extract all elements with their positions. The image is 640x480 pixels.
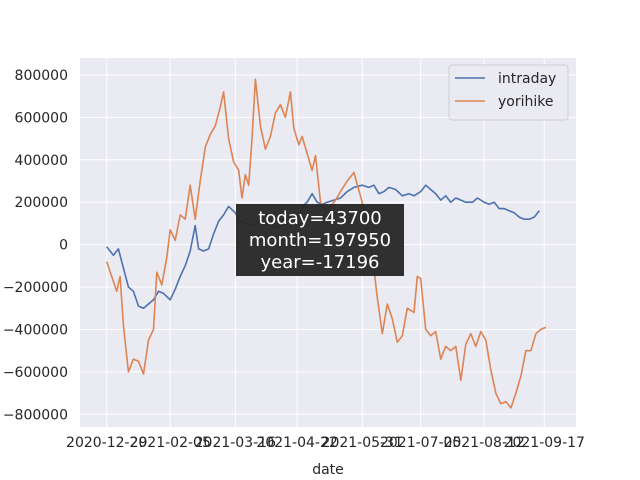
annotation-today: today=43700 — [258, 208, 382, 229]
x-tick-label: 2021-04-22 — [256, 435, 337, 451]
legend: intraday yorihike — [448, 64, 569, 121]
y-axis: −800000 −600000 −400000 −200000 0 200000 40000… — [3, 68, 68, 423]
y-tick-label: 0 — [59, 238, 68, 254]
y-tick-label: 400000 — [15, 153, 68, 169]
y-tick-label: −400000 — [3, 322, 68, 338]
annotation-month: month=197950 — [249, 230, 391, 251]
y-tick-label: −200000 — [3, 280, 68, 296]
x-tick-label: 2021-02-05 — [129, 435, 210, 451]
y-tick-label: −600000 — [3, 365, 68, 381]
x-axis: 2020-12-292021-02-052021-03-162021-04-22… — [66, 435, 585, 451]
x-tick-label: 2021-03-16 — [195, 435, 276, 451]
x-axis-label: date — [312, 462, 344, 478]
grid — [80, 58, 576, 427]
y-tick-label: 600000 — [15, 110, 68, 126]
x-tick-label: 2020-12-29 — [66, 435, 147, 451]
series-layer — [105, 78, 547, 409]
x-tick-label: 2021-07-05 — [380, 435, 461, 451]
y-tick-label: −800000 — [3, 407, 68, 423]
x-tick-label: 2021-05-31 — [322, 435, 403, 451]
series-line-yorihike — [105, 78, 547, 409]
x-tick-label: 2021-09-17 — [504, 435, 585, 451]
y-tick-label: 800000 — [15, 68, 68, 84]
annotation-box — [236, 204, 404, 276]
y-tick-label: 200000 — [15, 195, 68, 211]
summary-annotation: today=43700 month=197950 year=-17196 — [236, 204, 404, 276]
annotation-year: year=-17196 — [261, 252, 380, 273]
legend-label-yorihike: yorihike — [498, 94, 553, 110]
series-line-intraday — [106, 184, 540, 309]
x-tick-label: 2021-08-12 — [443, 435, 524, 451]
legend-label-intraday: intraday — [498, 71, 556, 87]
